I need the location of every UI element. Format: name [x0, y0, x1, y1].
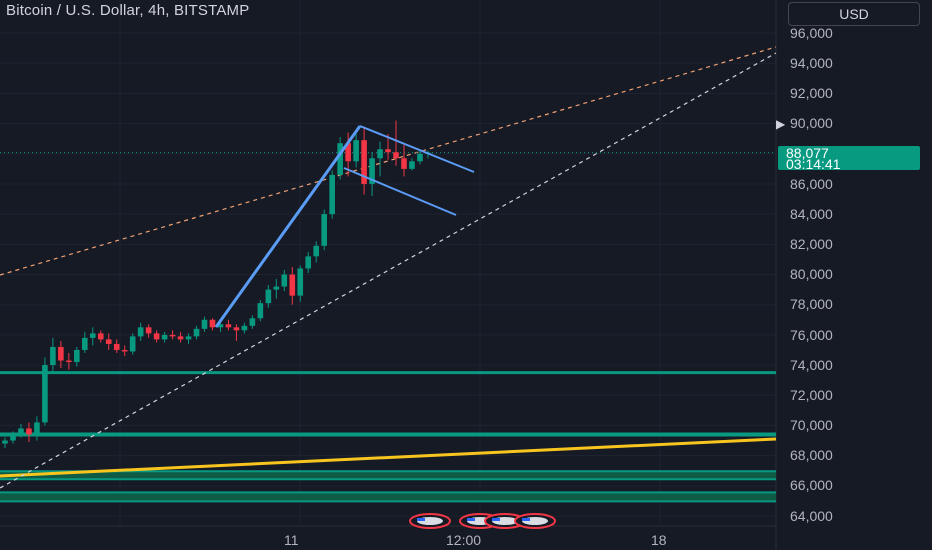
- candle-body[interactable]: [233, 327, 240, 331]
- time-axis-label: 12:00: [446, 532, 482, 548]
- last-price-tag: 88,077 03:14:41: [778, 145, 920, 172]
- candle-body[interactable]: [289, 274, 296, 296]
- candle-body[interactable]: [393, 152, 399, 159]
- candle-body[interactable]: [313, 245, 320, 257]
- candle-body[interactable]: [385, 149, 391, 153]
- candle-body[interactable]: [169, 334, 176, 337]
- candle-body[interactable]: [209, 319, 216, 328]
- symbol-title[interactable]: Bitcoin / U.S. Dollar, 4h, BITSTAMP: [6, 2, 250, 19]
- candle-body[interactable]: [321, 214, 327, 246]
- candle-body[interactable]: [265, 289, 272, 304]
- candle-body[interactable]: [305, 256, 312, 269]
- candle-body[interactable]: [129, 336, 136, 352]
- price-axis-label: 84,000: [790, 206, 833, 222]
- price-axis-label: 76,000: [790, 327, 833, 343]
- candle-body[interactable]: [409, 161, 415, 169]
- price-axis-label: 86,000: [790, 176, 833, 192]
- candle-body[interactable]: [105, 339, 112, 344]
- candle-body[interactable]: [58, 346, 64, 361]
- candle-body[interactable]: [185, 336, 192, 340]
- candle-body[interactable]: [18, 428, 24, 435]
- flag-channel-upper[interactable]: [359, 125, 475, 173]
- price-axis-label: 80,000: [790, 266, 833, 282]
- arrow-right-icon[interactable]: ▶: [776, 117, 786, 131]
- us-flag-icon: [492, 518, 500, 521]
- candle-body[interactable]: [337, 143, 343, 175]
- price-axis-label: 64,000: [790, 508, 833, 524]
- candle-body[interactable]: [121, 349, 128, 352]
- candle-body[interactable]: [377, 149, 383, 159]
- candle-body[interactable]: [113, 343, 120, 350]
- flag-pole-line[interactable]: [214, 125, 362, 328]
- candle-body[interactable]: [177, 336, 184, 340]
- candle-body[interactable]: [257, 303, 264, 319]
- candle-body[interactable]: [201, 319, 208, 329]
- support-zone: [0, 471, 776, 480]
- candle-body[interactable]: [26, 428, 32, 435]
- candle-body[interactable]: [225, 324, 232, 328]
- candle-body[interactable]: [153, 333, 160, 340]
- candle-body[interactable]: [329, 174, 335, 215]
- candle-body[interactable]: [82, 337, 88, 350]
- bar-countdown: 03:14:41: [786, 156, 841, 172]
- dashed-trend-line-orange[interactable]: [0, 46, 777, 276]
- us-flag-icon: [467, 518, 475, 521]
- candle-body[interactable]: [50, 346, 56, 366]
- price-axis-label: 70,000: [790, 417, 833, 433]
- candle-body[interactable]: [281, 274, 288, 287]
- price-axis-label: 68,000: [790, 447, 833, 463]
- candle-body[interactable]: [89, 333, 96, 338]
- currency-button[interactable]: USD: [788, 2, 920, 26]
- price-axis-label: 82,000: [790, 236, 833, 252]
- support-zone: [0, 492, 776, 502]
- price-axis-label: 78,000: [790, 296, 833, 312]
- last-price-value: 88,077: [786, 145, 829, 161]
- candle-body[interactable]: [97, 333, 104, 340]
- price-axis-label: 90,000: [790, 115, 833, 131]
- candle-body[interactable]: [353, 140, 359, 162]
- us-flag-icon: [417, 518, 425, 521]
- candle-body[interactable]: [66, 360, 72, 363]
- flag-channel-lower[interactable]: [343, 167, 457, 216]
- time-axis-label: 11: [284, 532, 299, 548]
- price-axis-label: 74,000: [790, 357, 833, 373]
- candle-body[interactable]: [42, 365, 48, 423]
- candle-body[interactable]: [34, 422, 40, 435]
- time-axis-label: 18: [651, 532, 667, 548]
- price-axis-label: 92,000: [790, 85, 833, 101]
- candle-body[interactable]: [193, 328, 200, 337]
- candle-body[interactable]: [145, 327, 152, 334]
- candle-body[interactable]: [161, 334, 168, 340]
- candle-body[interactable]: [249, 318, 256, 326]
- price-axis-label: 72,000: [790, 387, 833, 403]
- price-axis-label: 96,000: [790, 25, 833, 41]
- candle-body[interactable]: [10, 434, 16, 441]
- candle-body[interactable]: [345, 143, 351, 162]
- candle-body[interactable]: [369, 158, 375, 184]
- trend-line-yellow[interactable]: [0, 437, 777, 478]
- price-axis-label: 66,000: [790, 477, 833, 493]
- candle-body[interactable]: [74, 349, 80, 363]
- candle-body[interactable]: [297, 268, 304, 296]
- candle-body[interactable]: [2, 440, 8, 444]
- candle-body[interactable]: [361, 140, 367, 184]
- price-axis-label: 94,000: [790, 55, 833, 71]
- candle-body[interactable]: [241, 325, 248, 331]
- us-flag-icon: [522, 518, 530, 521]
- candle-body[interactable]: [137, 327, 144, 337]
- candle-body[interactable]: [417, 153, 423, 162]
- candle-body[interactable]: [217, 324, 224, 328]
- candle-body[interactable]: [273, 286, 280, 290]
- candle-body[interactable]: [401, 158, 407, 169]
